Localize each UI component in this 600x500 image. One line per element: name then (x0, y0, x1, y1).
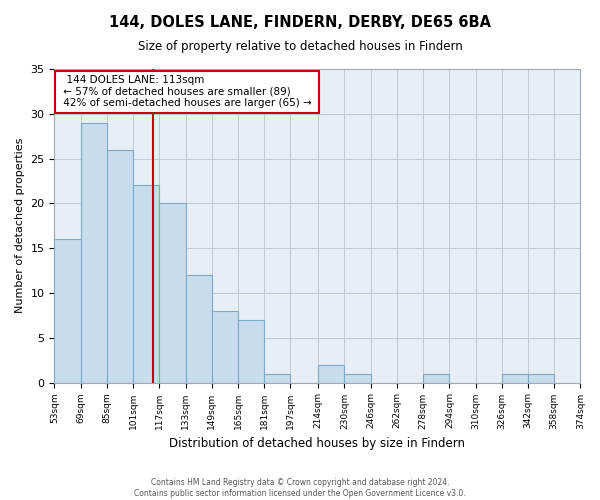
Bar (107, 150, 133, 382)
Bar (264, 374, 290, 382)
Text: Size of property relative to detached houses in Findern: Size of property relative to detached ho… (137, 40, 463, 53)
Bar (423, 374, 449, 382)
Bar (212, 311, 238, 382)
Bar (318, 364, 344, 382)
Y-axis label: Number of detached properties: Number of detached properties (15, 138, 25, 314)
Text: 144 DOLES LANE: 113sqm  
 ← 57% of detached houses are smaller (89) 
 42% of sem: 144 DOLES LANE: 113sqm ← 57% of detached… (59, 76, 314, 108)
Bar (238, 320, 264, 382)
Text: 144, DOLES LANE, FINDERN, DERBY, DE65 6BA: 144, DOLES LANE, FINDERN, DERBY, DE65 6B… (109, 15, 491, 30)
Bar (55, 239, 80, 382)
Bar (344, 374, 371, 382)
Bar (133, 186, 159, 382)
Text: Contains HM Land Registry data © Crown copyright and database right 2024.
Contai: Contains HM Land Registry data © Crown c… (134, 478, 466, 498)
Bar (80, 123, 107, 382)
X-axis label: Distribution of detached houses by size in Findern: Distribution of detached houses by size … (169, 437, 466, 450)
Bar (185, 275, 212, 382)
Bar (528, 374, 554, 382)
Bar (159, 204, 185, 382)
Bar (502, 374, 528, 382)
